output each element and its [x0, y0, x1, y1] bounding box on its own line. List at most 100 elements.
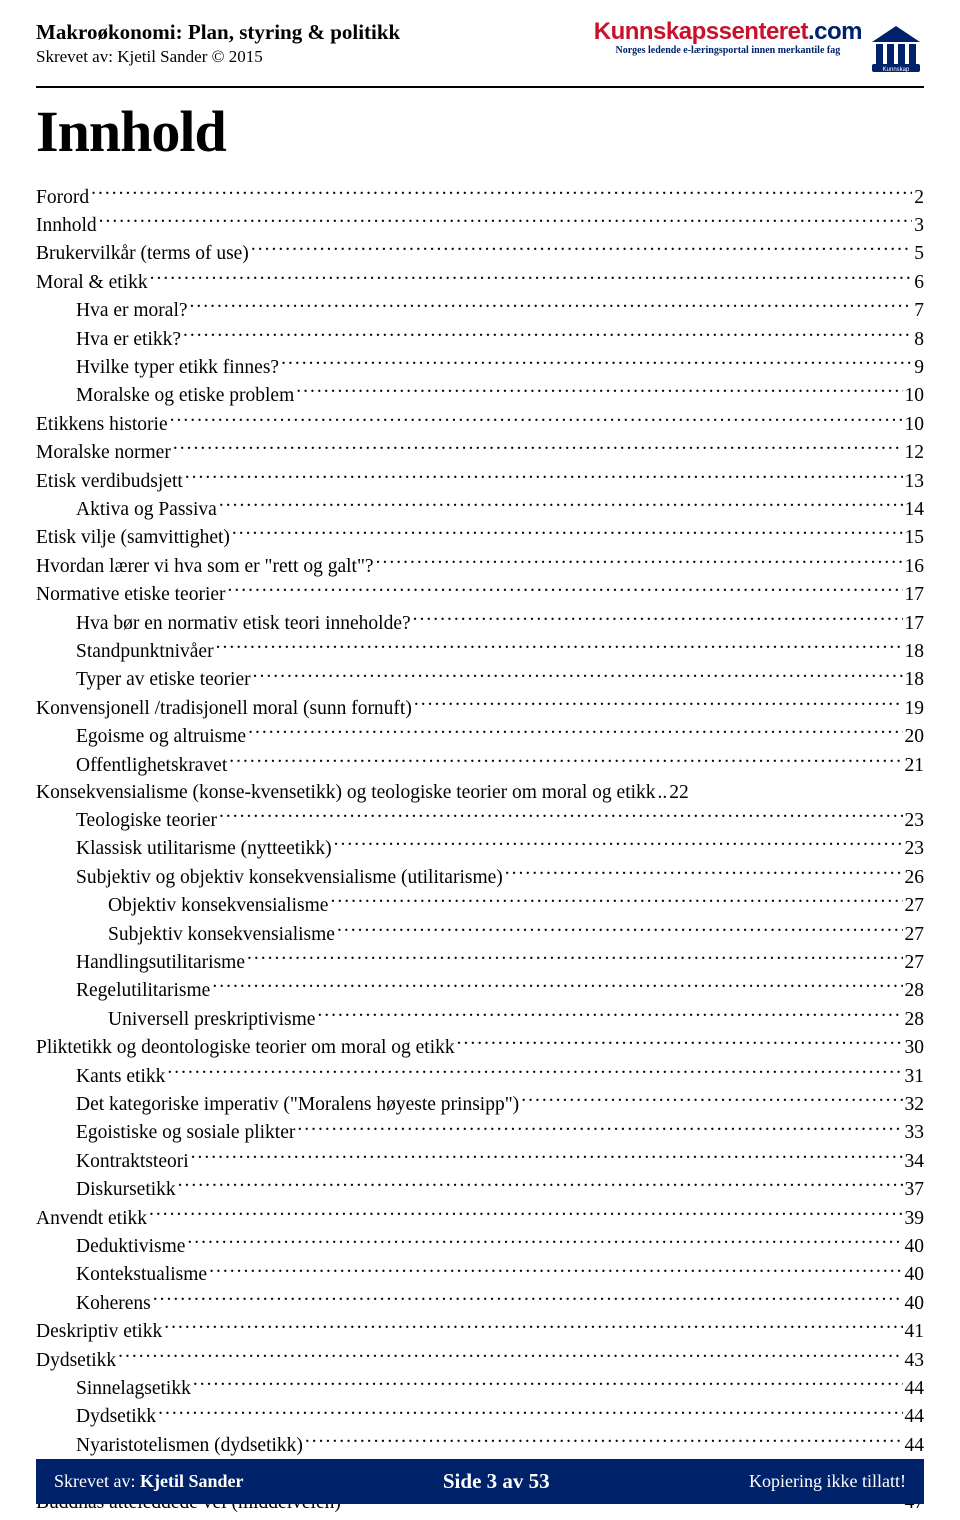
toc-page: 23: [905, 836, 925, 863]
toc-row: Konsekvensialisme (konse-kvensetikk) og …: [36, 780, 924, 807]
toc-label: Hvordan lærer vi hva som er "rett og gal…: [36, 554, 374, 581]
toc-page: 9: [914, 355, 924, 382]
toc-leader: [185, 467, 903, 487]
toc-page: 16: [905, 554, 925, 581]
toc-row: Etikkens historie10: [36, 410, 924, 438]
toc-page: 2: [914, 185, 924, 212]
toc-page: 44: [905, 1404, 925, 1431]
toc-leader: [187, 1233, 902, 1253]
toc-label: Hva er moral?: [76, 298, 188, 325]
toc-leader: [219, 806, 902, 826]
toc-page: 41: [905, 1319, 925, 1346]
toc-row: Klassisk utilitarisme (nytteetikk) 23: [36, 835, 924, 863]
toc-page: 31: [905, 1064, 925, 1091]
toc-label: Klassisk utilitarisme (nytteetikk): [76, 836, 332, 863]
page-header: Makroøkonomi: Plan, styring & politikk S…: [36, 20, 924, 82]
toc-leader: [334, 835, 903, 855]
toc-short-leader: ..: [658, 780, 668, 807]
toc-leader: [209, 1261, 902, 1281]
toc-page: 39: [905, 1206, 925, 1233]
toc-page: 6: [914, 270, 924, 297]
toc-row: Teologiske teorier 23: [36, 806, 924, 834]
toc-leader: [167, 1062, 902, 1082]
toc-row: Egoisme og altruisme 20: [36, 723, 924, 751]
brand-wordmark: Kunnskapssenteret.com: [594, 20, 862, 44]
footer-author-name: Kjetil Sander: [140, 1471, 244, 1491]
toc-label: Egoistiske og sosiale plikter: [76, 1120, 295, 1147]
toc-label: Hvilke typer etikk finnes?: [76, 355, 279, 382]
toc-row: Konvensjonell /tradisjonell moral (sunn …: [36, 694, 924, 722]
page-footer: Skrevet av: Kjetil Sander Side 3 av 53 K…: [36, 1459, 924, 1504]
toc-row: Subjektiv konsekvensialisme27: [36, 920, 924, 948]
toc-row: Normative etiske teorier 17: [36, 581, 924, 609]
toc-label: Kontraktsteori: [76, 1149, 189, 1176]
toc-page: 30: [905, 1035, 925, 1062]
toc-page: 13: [905, 469, 925, 496]
toc-leader: [193, 1375, 903, 1395]
toc-label: Hva bør en normativ etisk teori innehold…: [76, 611, 411, 638]
toc-label: Offentlighetskravet: [76, 753, 227, 780]
toc-row: Kontraktsteori 34: [36, 1147, 924, 1175]
page-heading: Innhold: [36, 98, 924, 165]
toc-leader: [297, 1119, 902, 1139]
toc-label: Sinnelagsetikk: [76, 1376, 191, 1403]
toc-page: 17: [905, 611, 925, 638]
toc-page: 22: [669, 780, 689, 807]
document-title: Makroøkonomi: Plan, styring & politikk: [36, 20, 594, 45]
toc-row: Standpunktnivåer18: [36, 638, 924, 666]
toc-leader: [150, 268, 913, 288]
toc-leader: [521, 1091, 902, 1111]
toc-page: 34: [905, 1149, 925, 1176]
brand-text: Kunnskapssenteret.com Norges ledende e-l…: [594, 20, 862, 56]
toc-leader: [158, 1403, 902, 1423]
toc-page: 10: [905, 412, 925, 439]
toc-row: Moral & etikk 6: [36, 268, 924, 296]
toc-leader: [153, 1289, 903, 1309]
toc-page: 18: [905, 639, 925, 666]
toc-row: Moralske normer12: [36, 439, 924, 467]
toc-leader: [376, 552, 903, 572]
toc-page: 44: [905, 1376, 925, 1403]
toc-label: Subjektiv og objektiv konsekvensialisme …: [76, 865, 503, 892]
toc-row: Hva er etikk? 8: [36, 325, 924, 353]
toc-leader: [248, 723, 902, 743]
toc-row: Forord2: [36, 183, 924, 211]
toc-row: Koherens 40: [36, 1289, 924, 1317]
toc-page: 40: [905, 1291, 925, 1318]
toc-row: Anvendt etikk 39: [36, 1204, 924, 1232]
toc-label: Koherens: [76, 1291, 151, 1318]
toc-page: 27: [905, 950, 925, 977]
toc-leader: [337, 920, 903, 940]
toc-row: Hva er moral? 7: [36, 297, 924, 325]
brand-logo-icon: Kunnskap: [868, 20, 924, 76]
toc-leader: [251, 240, 912, 260]
brand-name-blue: .com: [808, 18, 862, 45]
toc-page: 20: [905, 724, 925, 751]
toc-row: Kontekstualisme 40: [36, 1261, 924, 1289]
toc-label: Konvensjonell /tradisjonell moral (sunn …: [36, 696, 412, 723]
toc-leader: [247, 948, 903, 968]
toc-row: Objektiv konsekvensialisme27: [36, 892, 924, 920]
toc-leader: [505, 863, 903, 883]
toc-page: 8: [914, 327, 924, 354]
toc-page: 33: [905, 1120, 925, 1147]
toc-page: 14: [905, 497, 925, 524]
toc-label: Innhold: [36, 213, 97, 240]
toc-leader: [229, 751, 902, 771]
toc-label: Brukervilkår (terms of use): [36, 241, 249, 268]
toc-label: Universell preskriptivisme: [108, 1007, 315, 1034]
toc-page: 32: [905, 1092, 925, 1119]
header-left: Makroøkonomi: Plan, styring & politikk S…: [36, 20, 594, 67]
toc-label: Anvendt etikk: [36, 1206, 147, 1233]
toc-leader: [149, 1204, 902, 1224]
toc-row: Egoistiske og sosiale plikter 33: [36, 1119, 924, 1147]
toc-row: Deskriptiv etikk 41: [36, 1318, 924, 1346]
toc-label: Deskriptiv etikk: [36, 1319, 162, 1346]
toc-label: Konsekvensialisme (konse-kvensetikk) og …: [36, 780, 656, 807]
toc-page: 7: [914, 298, 924, 325]
toc-leader: [91, 183, 912, 203]
toc-row: Offentlighetskravet21: [36, 751, 924, 779]
toc-page: 44: [905, 1433, 925, 1460]
toc-row: Etisk verdibudsjett13: [36, 467, 924, 495]
toc-leader: [173, 439, 903, 459]
